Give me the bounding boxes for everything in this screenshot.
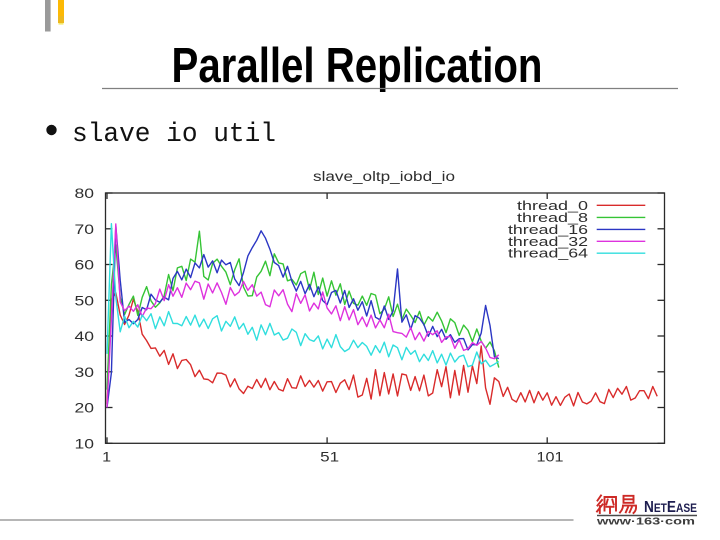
svg-text:www·163·com: www·163·com [596,517,696,528]
svg-text:70: 70 [75,221,95,237]
svg-text:40: 40 [75,328,95,344]
svg-text:10: 10 [75,435,95,451]
svg-text:50: 50 [75,292,95,308]
svg-text:30: 30 [75,364,95,380]
svg-text:slave io util: slave io util [72,120,276,150]
svg-text:thread_32: thread_32 [508,234,588,249]
svg-text:1: 1 [102,449,111,465]
svg-text:Parallel Replication: Parallel Replication [172,39,543,93]
svg-text:thread_8: thread_8 [517,210,588,225]
svg-text:60: 60 [75,257,95,273]
svg-text:NETEASE: NETEASE [644,499,697,516]
svg-text:51: 51 [320,449,339,465]
svg-text:101: 101 [537,449,564,465]
svg-text:thread_64: thread_64 [508,246,588,261]
svg-text:80: 80 [75,185,95,201]
svg-text:20: 20 [75,400,95,416]
svg-text:slave_oltp_iobd_io: slave_oltp_iobd_io [313,169,455,184]
svg-text:thread_16: thread_16 [508,222,588,237]
svg-text:thread_0: thread_0 [517,198,588,213]
